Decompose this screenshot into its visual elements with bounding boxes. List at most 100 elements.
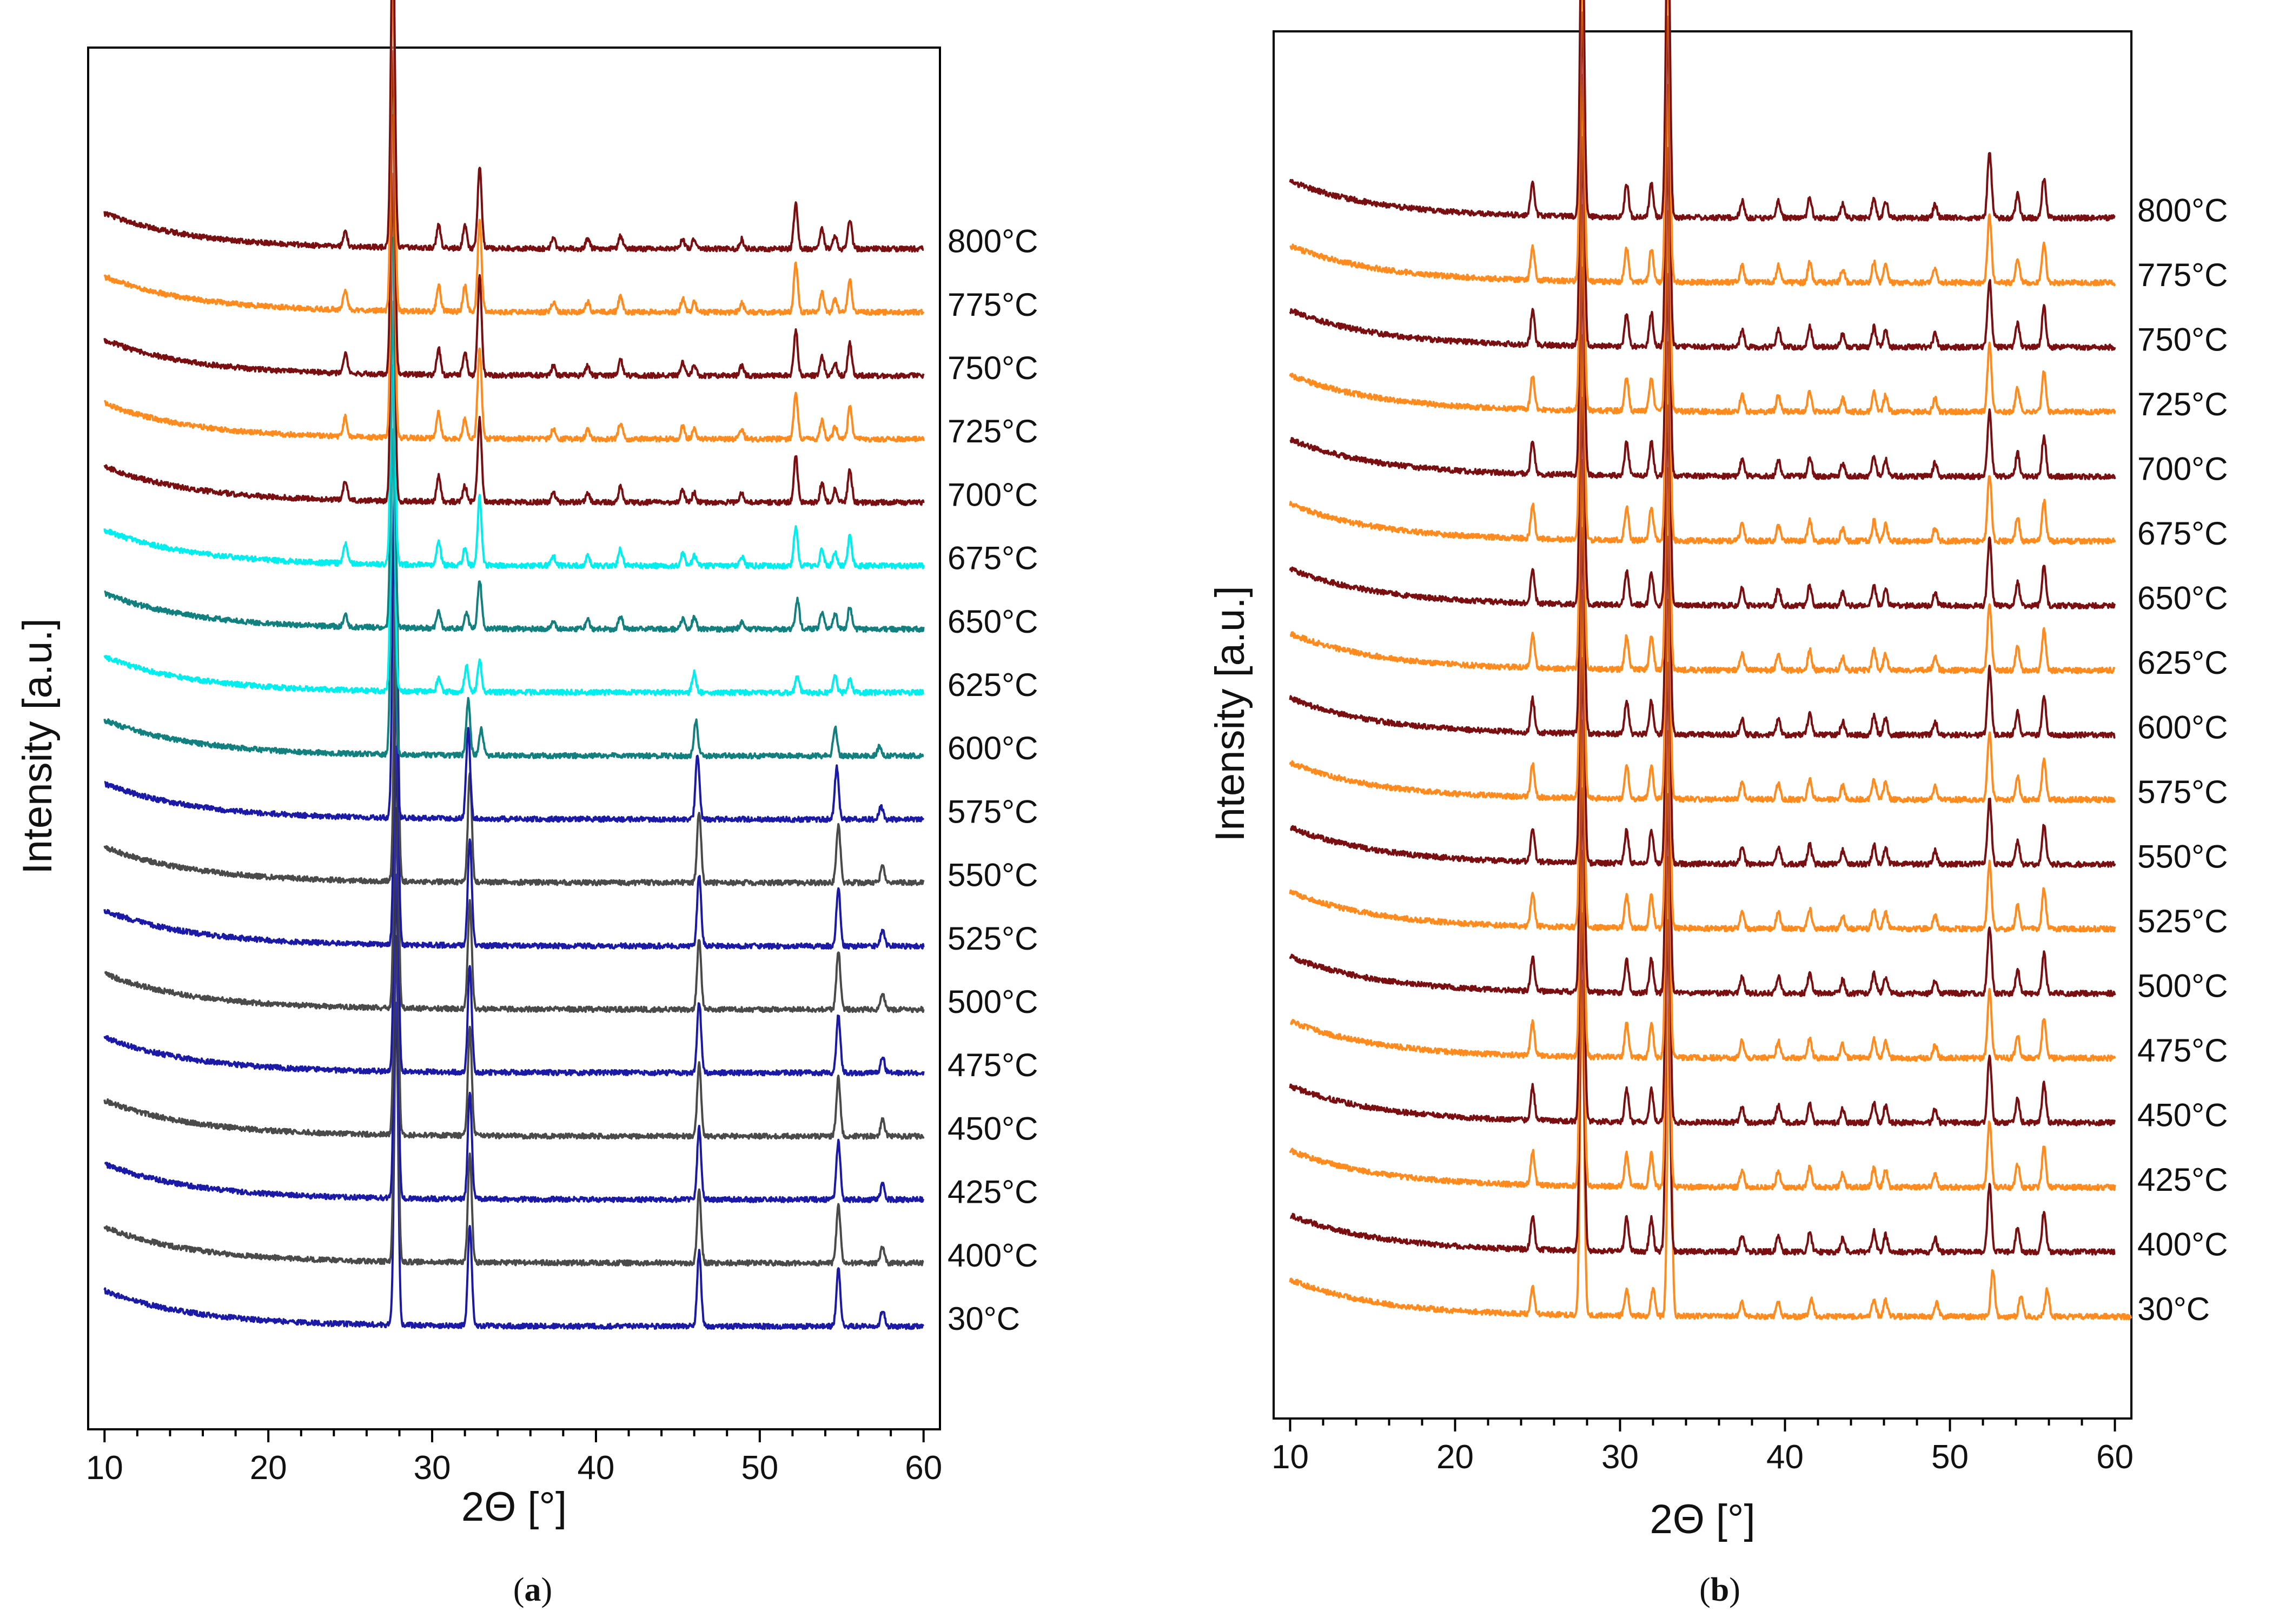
series-label: 550°C (2137, 839, 2228, 875)
series-label: 425°C (2137, 1162, 2228, 1198)
series-line-675c (103, 236, 925, 569)
y-axis-label: Intensity [a.u.] (15, 618, 61, 874)
x-tick-label: 10 (86, 1449, 123, 1487)
series-line-775c (103, 0, 925, 316)
caption-letter: a (525, 1572, 541, 1608)
series-line-700c (103, 173, 925, 506)
y-axis-label: Intensity [a.u.] (1207, 586, 1253, 841)
series-line-750c (1289, 11, 2116, 351)
series-label: 600°C (2137, 710, 2228, 746)
series-line-400c (103, 935, 924, 1267)
series-line-30c (1289, 979, 2132, 1321)
x-axis-label: 2Θ [°] (1650, 1496, 1755, 1542)
series-label: 550°C (948, 857, 1038, 893)
series-label: 675°C (2137, 515, 2228, 552)
series-label: 450°C (2137, 1097, 2228, 1134)
series-label: 725°C (2137, 386, 2228, 422)
series-label: 525°C (948, 920, 1038, 957)
series-line-500c (1289, 657, 2116, 997)
caption-close: ) (1729, 1572, 1740, 1608)
series-label: 700°C (2137, 451, 2228, 487)
x-tick-label: 20 (250, 1449, 287, 1487)
series-label: 425°C (948, 1174, 1038, 1210)
series-label: 775°C (2137, 257, 2228, 293)
series-label: 30°C (948, 1301, 1020, 1337)
series-label: 700°C (948, 476, 1038, 513)
series-label: 400°C (2137, 1227, 2228, 1263)
caption-open: ( (1699, 1572, 1711, 1608)
series-line-500c (104, 684, 925, 1013)
series-label: 475°C (2137, 1032, 2228, 1069)
series-line-425c (1289, 850, 2116, 1191)
series-label: 650°C (2137, 580, 2228, 617)
panel-caption: (a) (513, 1572, 552, 1608)
series-label: 750°C (2137, 322, 2228, 358)
series-label: 775°C (948, 287, 1038, 323)
series-label: 500°C (948, 984, 1038, 1020)
series-line-725c (1289, 74, 2116, 416)
plot-frame (87, 47, 941, 1430)
series-line-800c (1289, 0, 2116, 222)
caption-close: ) (541, 1572, 553, 1608)
x-tick-label: 50 (741, 1449, 778, 1487)
series-label: 450°C (948, 1110, 1038, 1146)
series-label: 475°C (948, 1047, 1038, 1083)
series-label: 675°C (948, 540, 1038, 576)
series-line-600c (1289, 396, 2116, 739)
series-label: 500°C (2137, 968, 2228, 1004)
series-line-750c (103, 50, 925, 380)
series-line-725c (103, 114, 925, 443)
series-label: 800°C (2137, 193, 2228, 229)
x-tick-label: 50 (1931, 1439, 1969, 1476)
series-line-30c (103, 1002, 925, 1330)
x-tick-label: 60 (2096, 1439, 2134, 1476)
x-tick-label: 40 (577, 1449, 614, 1487)
x-tick-label: 30 (1601, 1439, 1639, 1476)
x-tick-label: 30 (414, 1449, 451, 1487)
series-label: 575°C (2137, 774, 2228, 810)
series-line-550c (1289, 527, 2116, 868)
series-line-650c (104, 300, 925, 633)
plot-frame (1273, 30, 2132, 1420)
caption-open: ( (513, 1572, 525, 1608)
chart-panel-a: 10 20 30 40 50 60 2Θ [°] Intensity [a.u.] (a) 30°… (15, 0, 1038, 1608)
series-label: 600°C (948, 730, 1038, 766)
series-line-650c (1289, 266, 2116, 609)
series-line-475c (1289, 719, 2116, 1062)
series-line-400c (1289, 912, 2116, 1256)
series-line-450c (1289, 787, 2116, 1126)
series-line-575c (104, 490, 925, 823)
series-label: 750°C (948, 350, 1038, 386)
series-line-475c (103, 745, 925, 1077)
series-line-425c (104, 873, 925, 1203)
x-tick-label: 40 (1766, 1439, 1804, 1476)
series-line-525c (1289, 589, 2116, 933)
series-label: 400°C (948, 1237, 1038, 1274)
series-label: 30°C (2137, 1291, 2210, 1327)
x-tick-label: 60 (905, 1449, 942, 1487)
series-line-625c (103, 364, 925, 697)
series-line-575c (1289, 459, 2116, 804)
series-line-675c (1289, 204, 2116, 545)
chart-panel-b: 10 20 30 40 50 60 2Θ [°] Intensity [a.u.] (b) 30°… (1207, 0, 2228, 1608)
series-label: 800°C (948, 223, 1038, 260)
series-line-800c (103, 0, 924, 253)
series-line-600c (103, 428, 924, 760)
series-line-700c (1289, 136, 2116, 480)
series-line-450c (103, 807, 925, 1140)
series-label: 725°C (948, 413, 1038, 449)
series-line-625c (1289, 334, 2116, 674)
series-label: 625°C (948, 667, 1038, 703)
series-label: 625°C (2137, 645, 2228, 681)
x-axis-label: 2Θ [°] (461, 1484, 567, 1530)
series-line-775c (1289, 0, 2116, 287)
series-line-550c (103, 556, 925, 886)
caption-letter: b (1711, 1572, 1729, 1608)
series-label: 650°C (948, 604, 1038, 640)
x-tick-label: 20 (1436, 1439, 1474, 1476)
series-label: 575°C (948, 793, 1038, 830)
x-tick-label: 10 (1271, 1439, 1309, 1476)
panel-caption: (b) (1699, 1572, 1740, 1608)
series-line-525c (103, 617, 925, 950)
